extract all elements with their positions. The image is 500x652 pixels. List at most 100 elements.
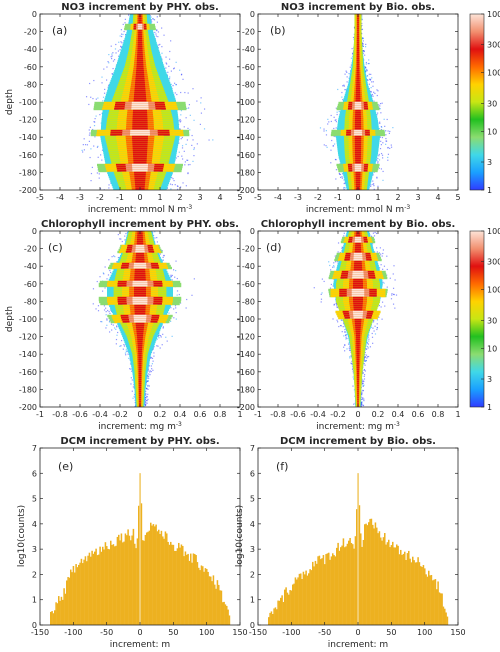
- heat-point: [159, 43, 161, 46]
- heat-point: [344, 182, 346, 184]
- heat-point: [368, 83, 370, 85]
- heat-point: [345, 89, 347, 91]
- heat-point: [128, 14, 130, 16]
- heat-point: [120, 29, 123, 31]
- heat-point: [119, 49, 121, 51]
- heat-point: [180, 138, 182, 140]
- heat-point: [183, 126, 185, 128]
- heat-point: [124, 235, 126, 237]
- heat-band: [132, 127, 148, 131]
- heat-point: [364, 46, 367, 48]
- heat-point: [187, 172, 189, 174]
- heat-band: [357, 45, 359, 49]
- heat-point: [179, 118, 181, 121]
- heat-point: [169, 183, 172, 185]
- heat-point: [379, 105, 381, 107]
- heat-point: [342, 99, 344, 101]
- heat-point: [383, 118, 385, 120]
- heat-band: [131, 101, 149, 105]
- y-tick-label: -20: [24, 28, 37, 37]
- heat-band: [356, 67, 360, 71]
- y-tick-label: -40: [242, 45, 255, 54]
- heat-point: [83, 149, 85, 151]
- heat-point: [108, 62, 110, 64]
- heat-point: [180, 120, 182, 122]
- heat-point: [349, 66, 351, 68]
- heat-point: [184, 91, 186, 94]
- heat-point: [352, 53, 354, 55]
- heat-point: [362, 45, 364, 47]
- x-ticks-a: -5 -4 -3 -2 -1 0 1 2 3 4 5: [36, 14, 243, 202]
- heat-point: [153, 19, 156, 21]
- heat-band: [133, 157, 147, 161]
- heat-band: [355, 157, 361, 161]
- heat-point: [186, 159, 188, 161]
- heat-point: [378, 127, 381, 130]
- heat-point: [370, 91, 372, 93]
- heat-band: [137, 25, 143, 29]
- heat-point: [367, 75, 369, 77]
- heat-band: [132, 141, 148, 145]
- heat-point: [93, 145, 95, 147]
- heat-point: [165, 56, 167, 58]
- heat-point: [117, 50, 120, 52]
- heat-point: [326, 146, 328, 148]
- heat-point: [350, 57, 353, 59]
- heat-point: [120, 46, 122, 48]
- heat-point: [120, 33, 123, 35]
- heat-point: [182, 182, 184, 184]
- heat-band: [130, 133, 150, 137]
- heat-band: [354, 163, 362, 167]
- heat-band: [355, 99, 361, 103]
- heat-point: [98, 173, 100, 175]
- heat-band: [132, 169, 148, 173]
- heat-point: [365, 43, 367, 46]
- y-tick-label: 0: [250, 10, 255, 19]
- heat-point: [335, 169, 338, 171]
- heat-point: [380, 168, 383, 170]
- heat-point: [182, 78, 184, 80]
- heat-band: [137, 51, 143, 55]
- heat-band: [357, 37, 359, 41]
- heat-point: [371, 93, 373, 96]
- heat-point: [333, 135, 335, 137]
- heat-band: [135, 81, 145, 85]
- heat-band: [354, 165, 362, 169]
- heat-point: [352, 36, 355, 39]
- heat-point: [178, 120, 180, 122]
- heatmap-a: [81, 14, 214, 190]
- heat-point: [370, 185, 372, 187]
- heat-point: [376, 94, 378, 97]
- heat-point: [82, 151, 84, 153]
- heat-point: [376, 114, 378, 116]
- heat-band: [138, 29, 142, 33]
- heat-point: [343, 84, 345, 86]
- heat-point: [200, 102, 202, 104]
- heat-band: [137, 41, 143, 45]
- heat-point: [350, 64, 352, 66]
- heat-point: [325, 145, 327, 147]
- heat-point: [183, 150, 185, 152]
- heat-point: [325, 134, 328, 136]
- heat-point: [335, 127, 337, 129]
- heat-point: [94, 118, 96, 120]
- heat-band: [357, 21, 359, 25]
- heat-point: [381, 126, 383, 128]
- heat-band: [132, 149, 148, 153]
- heat-band: [134, 177, 146, 181]
- heat-band: [137, 45, 143, 49]
- heat-band: [134, 171, 146, 175]
- heat-band: [132, 109, 148, 113]
- y-tick-label: 0: [32, 10, 37, 19]
- heat-point: [179, 69, 181, 71]
- heat-point: [110, 56, 112, 58]
- heat-point: [377, 161, 379, 163]
- heat-band: [135, 79, 145, 83]
- heat-point: [115, 43, 117, 46]
- heat-band: [357, 43, 359, 47]
- heat-point: [377, 162, 379, 164]
- x-tick-label: 2: [177, 193, 182, 202]
- heat-band: [356, 61, 360, 65]
- heat-point: [146, 374, 148, 377]
- heat-band: [138, 31, 142, 35]
